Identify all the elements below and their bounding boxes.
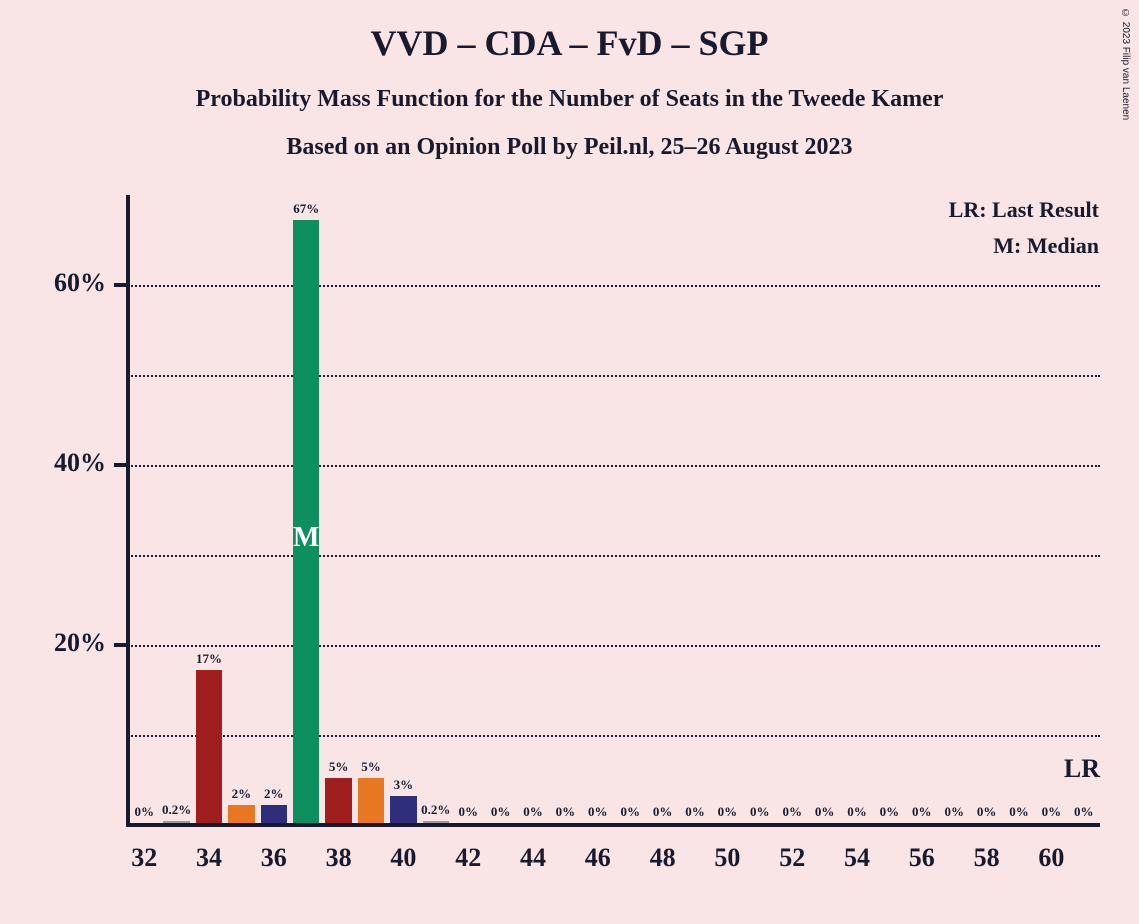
bar-value-label: 0% (523, 804, 543, 820)
lr-marker: LR (1064, 754, 1100, 784)
bar-value-label: 0% (1042, 804, 1062, 820)
bar-value-label: 2% (264, 786, 284, 802)
chart-title: VVD – CDA – FvD – SGP (0, 22, 1139, 64)
bar-value-label: 67% (293, 201, 319, 217)
x-axis-label: 54 (827, 843, 887, 873)
bar-value-label: 0% (1074, 804, 1094, 820)
bar-value-label: 5% (361, 759, 381, 775)
y-axis-label: 40% (26, 448, 106, 478)
x-axis-label: 38 (309, 843, 369, 873)
x-axis-label: 44 (503, 843, 563, 873)
x-axis-label: 60 (1021, 843, 1081, 873)
y-tick (114, 463, 128, 467)
x-axis-label: 56 (892, 843, 952, 873)
bar-value-label: 0% (556, 804, 576, 820)
y-axis-label: 20% (26, 628, 106, 658)
x-axis-label: 36 (244, 843, 304, 873)
chart-container: © 2023 Filip van Laenen VVD – CDA – FvD … (0, 0, 1139, 924)
x-axis-label: 46 (568, 843, 628, 873)
bar-value-label: 0% (134, 804, 154, 820)
gridline-major (128, 285, 1100, 287)
bar (228, 805, 255, 823)
bar-value-label: 3% (394, 777, 414, 793)
y-tick (114, 283, 128, 287)
chart-subtitle-1: Probability Mass Function for the Number… (0, 86, 1139, 113)
bar-value-label: 0.2% (162, 802, 191, 818)
x-axis-label: 42 (438, 843, 498, 873)
bar-value-label: 0% (458, 804, 478, 820)
chart-subtitle-2: Based on an Opinion Poll by Peil.nl, 25–… (0, 134, 1139, 161)
bar-value-label: 0% (944, 804, 964, 820)
bar-value-label: 0% (491, 804, 511, 820)
bar (390, 796, 417, 823)
bar-value-label: 17% (196, 651, 222, 667)
bar-value-label: 0% (880, 804, 900, 820)
x-axis-label: 58 (957, 843, 1017, 873)
bar (423, 821, 450, 823)
bar-value-label: 0.2% (421, 802, 450, 818)
bar-value-label: 0% (912, 804, 932, 820)
bar-value-label: 0% (653, 804, 673, 820)
x-axis-label: 52 (762, 843, 822, 873)
bar (358, 778, 385, 823)
bar-value-label: 0% (750, 804, 770, 820)
bar-value-label: 0% (977, 804, 997, 820)
y-tick (114, 643, 128, 647)
bar-value-label: 0% (782, 804, 802, 820)
bar-value-label: 0% (815, 804, 835, 820)
x-axis-label: 34 (179, 843, 239, 873)
bar (325, 778, 352, 823)
x-axis-label: 32 (114, 843, 174, 873)
gridline-major (128, 465, 1100, 467)
bar-value-label: 0% (1009, 804, 1029, 820)
x-axis-label: 50 (697, 843, 757, 873)
bar (196, 670, 223, 823)
y-axis (126, 195, 130, 825)
x-axis (126, 823, 1100, 827)
bar (163, 821, 190, 823)
gridline-minor (128, 375, 1100, 377)
gridline-minor (128, 555, 1100, 557)
median-marker: M (293, 522, 320, 554)
bar-value-label: 0% (588, 804, 608, 820)
bar-value-label: 5% (329, 759, 349, 775)
x-axis-label: 40 (373, 843, 433, 873)
gridline-major (128, 645, 1100, 647)
bar-value-label: 0% (847, 804, 867, 820)
bar-value-label: 0% (620, 804, 640, 820)
bar-value-label: 0% (718, 804, 738, 820)
x-axis-label: 48 (633, 843, 693, 873)
bar-value-label: 2% (232, 786, 252, 802)
y-axis-label: 60% (26, 268, 106, 298)
bar-value-label: 0% (685, 804, 705, 820)
bar (261, 805, 288, 823)
plot-area: 20%40%60%3234363840424446485052545658600… (128, 195, 1100, 825)
gridline-minor (128, 735, 1100, 737)
